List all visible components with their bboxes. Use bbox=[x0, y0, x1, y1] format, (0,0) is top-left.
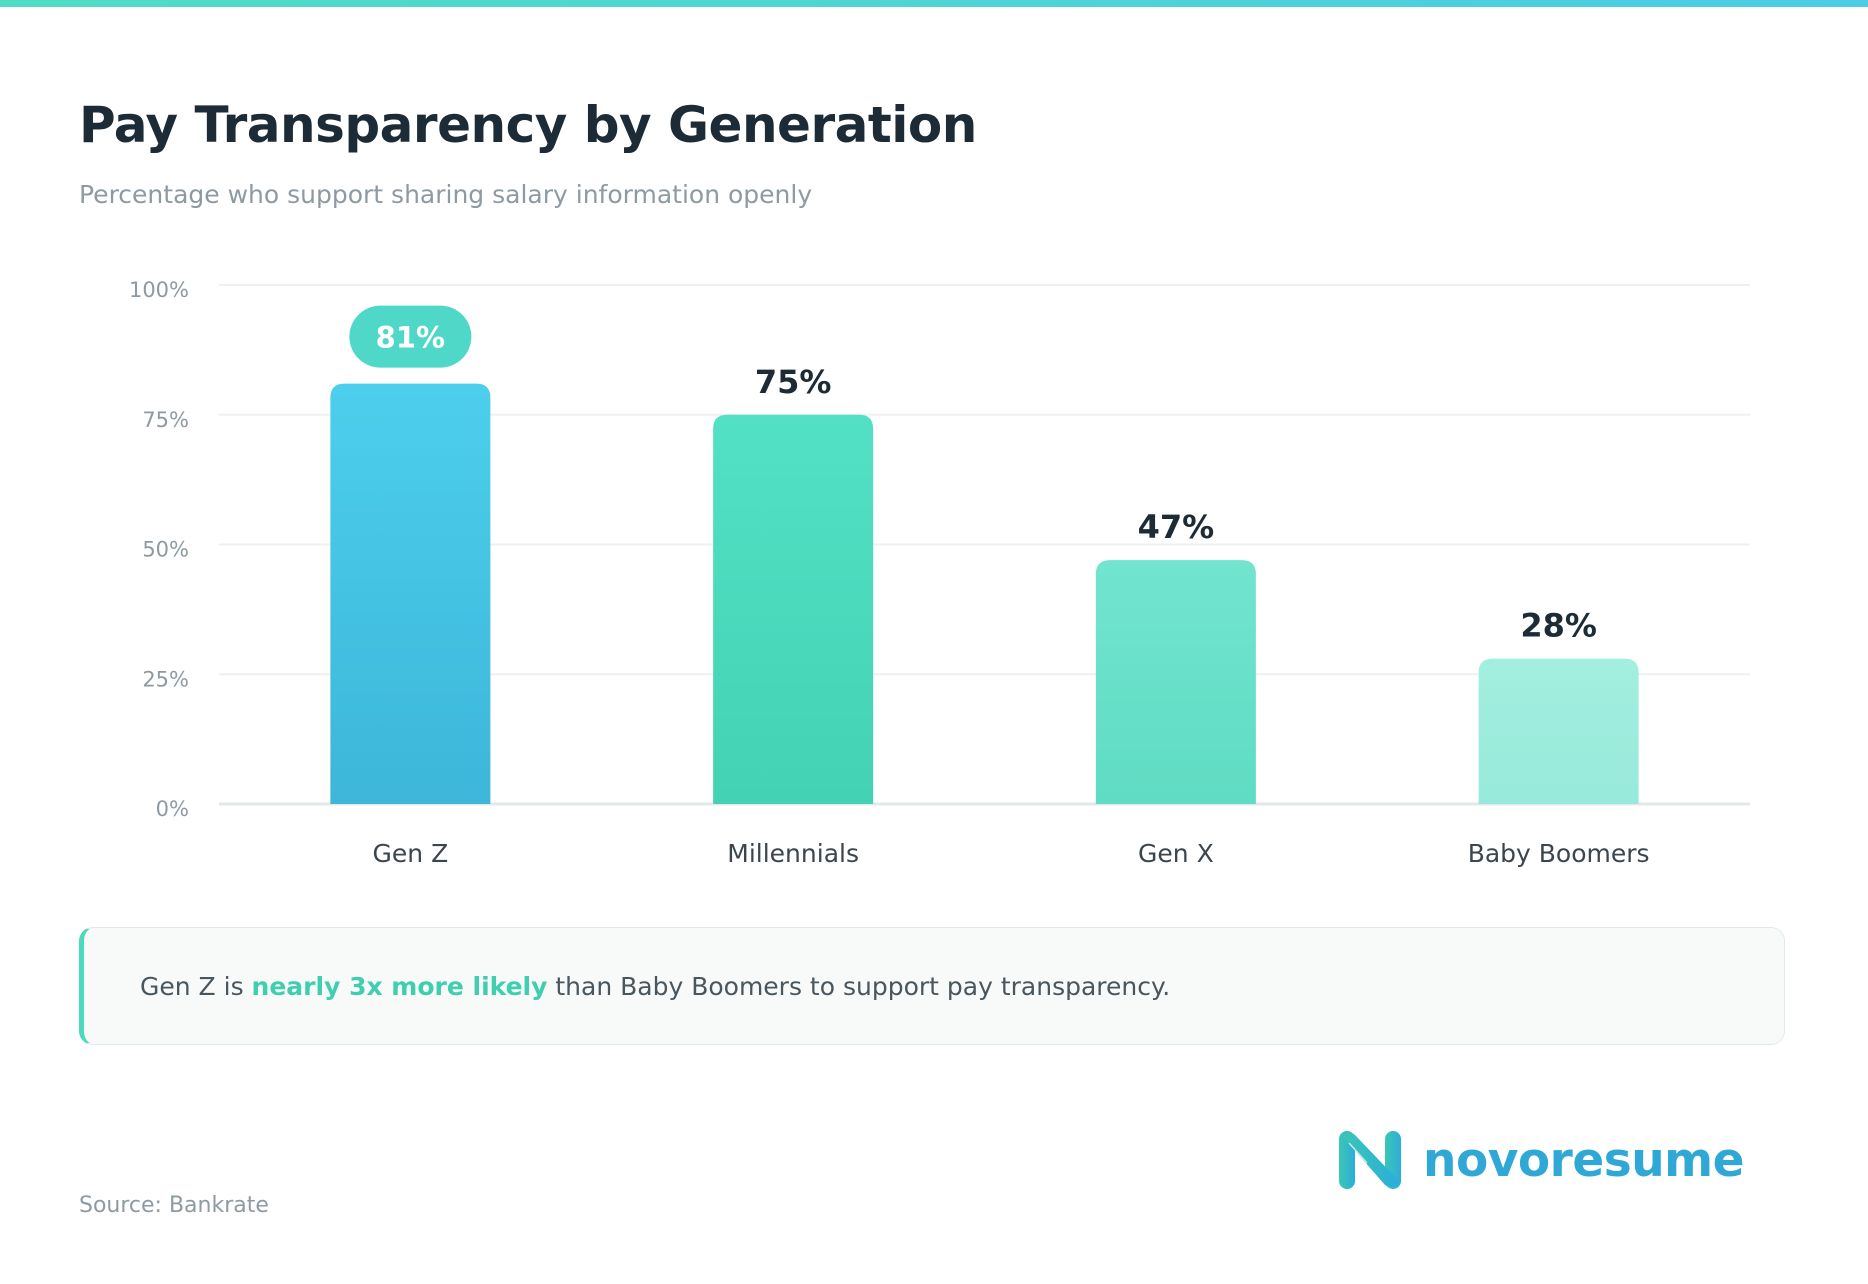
novoresume-n-icon bbox=[1339, 1131, 1401, 1189]
x-tick-label: Baby Boomers bbox=[1468, 839, 1650, 868]
chart-title: Pay Transparency by Generation bbox=[79, 96, 977, 154]
data-label: 75% bbox=[755, 363, 832, 401]
x-tick-label: Millennials bbox=[727, 839, 859, 868]
x-tick-label: Gen Z bbox=[373, 839, 449, 868]
bar-gen-x bbox=[1095, 560, 1256, 804]
top-accent-bar bbox=[0, 0, 1868, 7]
y-axis-ticks: 0% 25% 50% 75% 100% bbox=[129, 278, 189, 821]
y-tick-label: 0% bbox=[156, 797, 189, 821]
bar-chart: 0% 25% 50% 75% 100% 81% 75% 47% 28% Gen Z Millen… bbox=[129, 278, 1750, 868]
callout-prefix: Gen Z is bbox=[140, 972, 252, 1001]
data-label: 81% bbox=[376, 321, 445, 355]
logo-text: novoresume bbox=[1423, 1132, 1745, 1188]
source-note: Source: Bankrate bbox=[79, 1193, 269, 1218]
callout-suffix: than Baby Boomers to support pay transpa… bbox=[547, 972, 1171, 1001]
bar-baby-boomers bbox=[1478, 658, 1639, 804]
y-tick-label: 100% bbox=[129, 278, 189, 302]
highlight-pill bbox=[349, 305, 472, 368]
bars bbox=[330, 383, 1639, 804]
y-tick-label: 25% bbox=[142, 667, 189, 691]
y-tick-label: 50% bbox=[142, 538, 189, 562]
data-labels: 81% 75% 47% 28% bbox=[349, 305, 1597, 645]
callout-text: Gen Z is nearly 3x more likely than Baby… bbox=[140, 972, 1170, 1001]
data-label: 47% bbox=[1138, 508, 1215, 546]
bar-millennials bbox=[713, 414, 874, 804]
callout-highlight: nearly 3x more likely bbox=[251, 972, 548, 1001]
x-axis-labels: Gen Z Millennials Gen X Baby Boomers bbox=[373, 839, 1650, 868]
x-tick-label: Gen X bbox=[1138, 839, 1214, 868]
chart-subtitle: Percentage who support sharing salary in… bbox=[79, 180, 813, 209]
insight-callout: Gen Z is nearly 3x more likely than Baby… bbox=[79, 927, 1785, 1045]
y-tick-label: 75% bbox=[142, 408, 189, 432]
bar-gen-z bbox=[330, 383, 491, 804]
data-label: 28% bbox=[1520, 607, 1597, 645]
novoresume-logo: novoresume bbox=[1337, 1129, 1745, 1191]
